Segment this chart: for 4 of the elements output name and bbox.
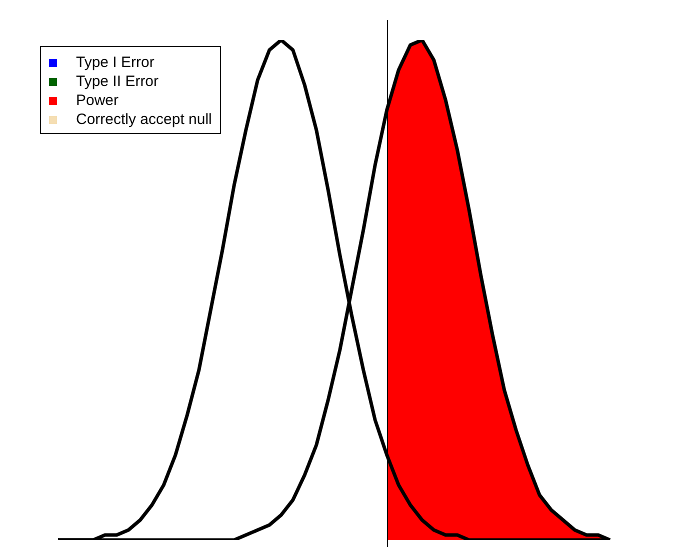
legend-label: Type II Error [76, 73, 159, 90]
legend-label: Correctly accept null [76, 111, 212, 128]
legend-label: Power [76, 92, 119, 109]
legend-label: Type I Error [76, 54, 154, 71]
